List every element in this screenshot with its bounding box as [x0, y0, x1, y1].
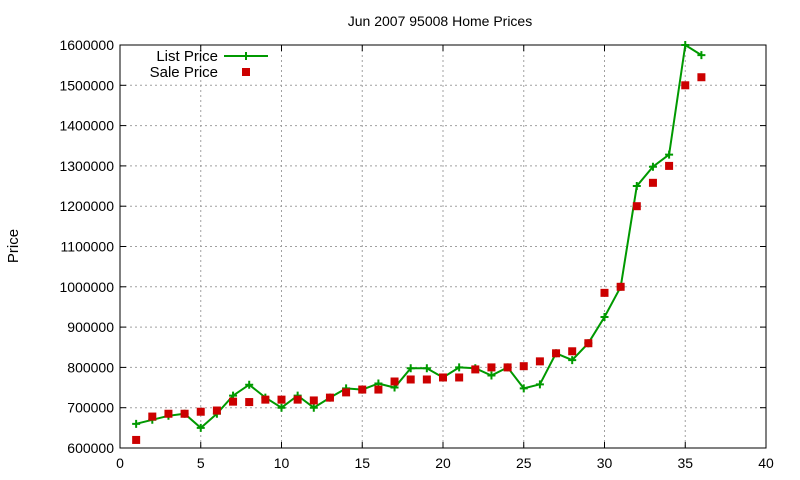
sale-price-point	[568, 347, 577, 356]
list-price-point	[455, 363, 464, 372]
sale-price-point	[535, 357, 544, 366]
list-price-point	[632, 182, 641, 191]
y-tick-label: 1500000	[59, 77, 114, 93]
legend-swatch-list-price-marker	[242, 52, 250, 60]
sale-price-point	[665, 161, 674, 170]
y-tick-label: 1400000	[59, 118, 114, 134]
list-price-point	[422, 364, 431, 373]
list-price-point	[277, 403, 286, 412]
list-price-point	[648, 162, 657, 171]
sale-price-point	[632, 202, 641, 211]
sale-price-point	[293, 395, 302, 404]
list-price-point	[681, 41, 690, 49]
list-price-point	[665, 150, 674, 159]
list-price-point	[600, 313, 609, 322]
sale-price-point	[148, 412, 157, 421]
x-tick-label: 5	[197, 455, 205, 471]
sale-price-point	[681, 81, 690, 90]
sale-price-point	[261, 395, 270, 404]
series-layer	[132, 41, 706, 444]
y-tick-label: 1300000	[59, 158, 114, 174]
sale-price-point	[584, 339, 593, 348]
list-price-point	[535, 380, 544, 389]
list-price-point	[309, 403, 318, 412]
sale-price-point	[164, 409, 173, 418]
sale-price-point	[648, 178, 657, 187]
list-price-point	[406, 364, 415, 373]
sale-price-point	[697, 73, 706, 82]
x-tick-label: 25	[516, 455, 532, 471]
sale-price-point	[132, 435, 141, 444]
y-tick-label: 1000000	[59, 279, 114, 295]
sale-price-point	[422, 375, 431, 384]
series-line-list-price	[135, 43, 702, 430]
legend-entry-list-price: List Price	[156, 48, 218, 65]
list-price-point	[132, 419, 141, 428]
sale-price-point	[455, 373, 464, 382]
sale-price-point	[616, 282, 625, 291]
sale-price-point	[245, 398, 254, 407]
legend: List Price Sale Price	[150, 48, 268, 81]
y-tick-label: 700000	[67, 400, 114, 416]
y-tick-label: 900000	[67, 319, 114, 335]
chart-title: Jun 2007 95008 Home Prices	[348, 13, 532, 29]
sale-price-point	[342, 388, 351, 397]
list-price-point	[568, 356, 577, 365]
x-tick-label: 10	[274, 455, 290, 471]
list-price-point	[519, 384, 528, 393]
x-tick-label: 15	[354, 455, 370, 471]
sale-price-point	[212, 406, 221, 415]
x-tick-label: 0	[116, 455, 124, 471]
y-tick-label: 600000	[67, 440, 114, 456]
sale-price-point	[196, 407, 205, 416]
sale-price-point	[277, 395, 286, 404]
y-tick-label: 1200000	[59, 198, 114, 214]
sale-price-point	[439, 373, 447, 382]
sale-price-point	[374, 385, 383, 394]
sale-price-point	[519, 362, 528, 371]
sale-price-point	[600, 288, 609, 297]
sale-price-point	[406, 375, 415, 384]
sale-price-point	[503, 363, 512, 372]
x-tick-label: 30	[597, 455, 613, 471]
sale-price-point	[309, 396, 318, 405]
y-tick-label: 1100000	[61, 239, 115, 255]
sale-price-point	[358, 385, 367, 394]
list-price-point	[245, 380, 254, 389]
legend-swatch-sale-price	[242, 68, 250, 76]
x-tick-label: 40	[758, 455, 774, 471]
sale-price-point	[390, 377, 399, 386]
axis-ticks: 0 5 10 15 20 25 30 35 40 600000 700000 800000 900000…	[59, 37, 774, 471]
plot-area-frame	[119, 44, 767, 449]
sale-price-point	[180, 409, 189, 418]
grid	[120, 45, 766, 448]
y-axis-label: Price	[5, 229, 22, 263]
x-tick-label: 35	[677, 455, 693, 471]
y-tick-label: 800000	[67, 359, 114, 375]
sale-price-point	[552, 349, 561, 358]
list-price-point	[196, 423, 205, 432]
x-tick-label: 20	[435, 455, 451, 471]
sale-price-point	[229, 397, 238, 406]
legend-entry-sale-price: Sale Price	[150, 64, 218, 81]
list-price-point	[487, 371, 496, 380]
y-tick-label: 1600000	[59, 37, 114, 53]
sale-price-point	[325, 393, 334, 402]
sale-price-point	[487, 363, 496, 372]
list-price-point	[697, 51, 706, 60]
sale-price-point	[471, 365, 480, 374]
